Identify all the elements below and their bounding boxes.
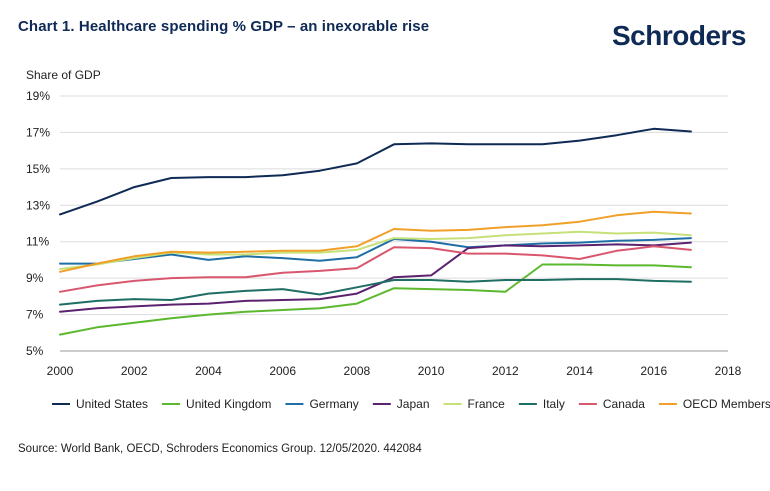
legend-label-oecd-members: OECD Members xyxy=(683,397,770,411)
chart-title: Chart 1. Healthcare spending % GDP – an … xyxy=(18,18,430,35)
legend-label-italy: Italy xyxy=(543,397,565,411)
series-line-germany xyxy=(59,237,692,265)
legend-label-germany: Germany xyxy=(309,397,358,411)
legend-label-united-kingdom: United Kingdom xyxy=(186,397,271,411)
source-note: Source: World Bank, OECD, Schroders Econ… xyxy=(18,443,422,455)
y-tick-label: 11% xyxy=(26,235,49,249)
x-tick-label: 2014 xyxy=(566,364,593,378)
x-tick-label: 2000 xyxy=(47,364,74,378)
y-tick-label: 7% xyxy=(26,308,44,322)
series-line-canada xyxy=(59,245,692,293)
legend-label-canada: Canada xyxy=(603,397,645,411)
legend: United States United Kingdom Germany Japan F… xyxy=(52,397,770,411)
gridlines xyxy=(60,95,728,316)
series-line-united-kingdom xyxy=(59,263,692,336)
y-tick-label: 19% xyxy=(26,89,50,103)
x-tick-label: 2010 xyxy=(418,364,445,378)
x-tick-label: 2008 xyxy=(344,364,371,378)
series-line-japan xyxy=(59,241,692,313)
legend-label-france: France xyxy=(468,397,506,411)
series-line-oecd-members xyxy=(59,210,692,273)
y-tick-label: 17% xyxy=(26,125,50,139)
series-line-france xyxy=(59,230,692,270)
series-line-united-states xyxy=(59,127,692,216)
y-tick-labels: 5% 7% 9% 11% 13% 15% 17% 19% xyxy=(26,89,50,358)
x-tick-label: 2006 xyxy=(269,364,296,378)
legend-label-japan: Japan xyxy=(397,397,430,411)
schroders-logo: Schroders xyxy=(612,20,747,51)
y-tick-label: 13% xyxy=(26,198,50,212)
x-tick-label: 2012 xyxy=(492,364,519,378)
series-lines xyxy=(59,127,692,336)
x-tick-label: 2016 xyxy=(640,364,667,378)
legend-label-united-states: United States xyxy=(76,397,148,411)
x-tick-label: 2004 xyxy=(195,364,222,378)
y-axis-label: Share of GDP xyxy=(26,68,101,82)
series-line-italy xyxy=(59,278,692,306)
y-tick-label: 15% xyxy=(26,162,50,176)
x-tick-labels: 2000 2002 2004 2006 2008 2010 2012 2014 2016 2018 xyxy=(47,364,742,378)
x-tick-label: 2002 xyxy=(121,364,148,378)
y-tick-label: 5% xyxy=(26,344,44,358)
y-tick-label: 9% xyxy=(26,271,44,285)
x-tick-label: 2018 xyxy=(715,364,742,378)
